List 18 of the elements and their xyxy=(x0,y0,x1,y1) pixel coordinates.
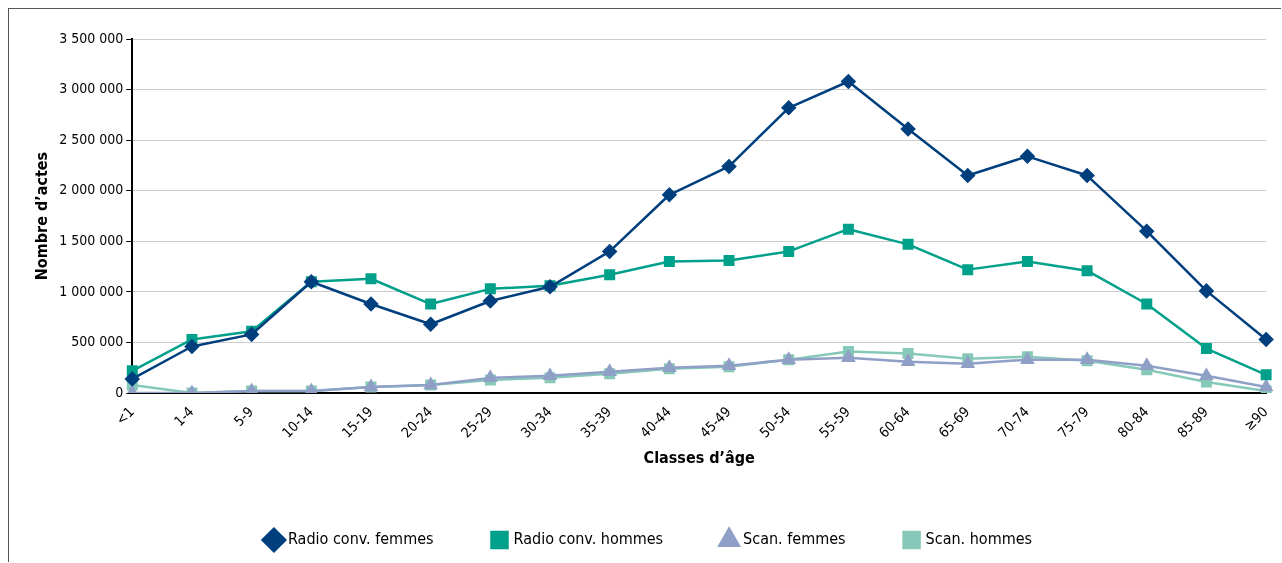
y-tick-label: 0 xyxy=(115,383,124,400)
y-tick-label: 1 000 000 xyxy=(59,282,124,299)
y-tick-label: 3 500 000 xyxy=(59,29,124,46)
x-tick-label: <1 xyxy=(112,403,137,428)
x-tick-label: 5-9 xyxy=(230,403,257,430)
y-axis-title: Nombre d’actes xyxy=(31,151,51,281)
legend-label: Radio conv. hommes xyxy=(513,529,664,549)
x-tick-label: ≥90 xyxy=(1240,403,1271,434)
x-axis-title: Classes d’âge xyxy=(643,447,756,467)
y-tick-label: 2 500 000 xyxy=(59,130,124,147)
y-tick-label: 1 500 000 xyxy=(59,231,124,248)
y-tick-label: 3 000 000 xyxy=(59,80,124,97)
legend-label: Scan. hommes xyxy=(925,529,1033,549)
y-tick-label: 500 000 xyxy=(71,333,124,350)
y-tick-label: 2 000 000 xyxy=(59,181,124,198)
legend-label: Radio conv. femmes xyxy=(287,529,434,549)
x-tick-label: 1-4 xyxy=(170,403,197,430)
legend-label: Scan. femmes xyxy=(743,529,846,549)
